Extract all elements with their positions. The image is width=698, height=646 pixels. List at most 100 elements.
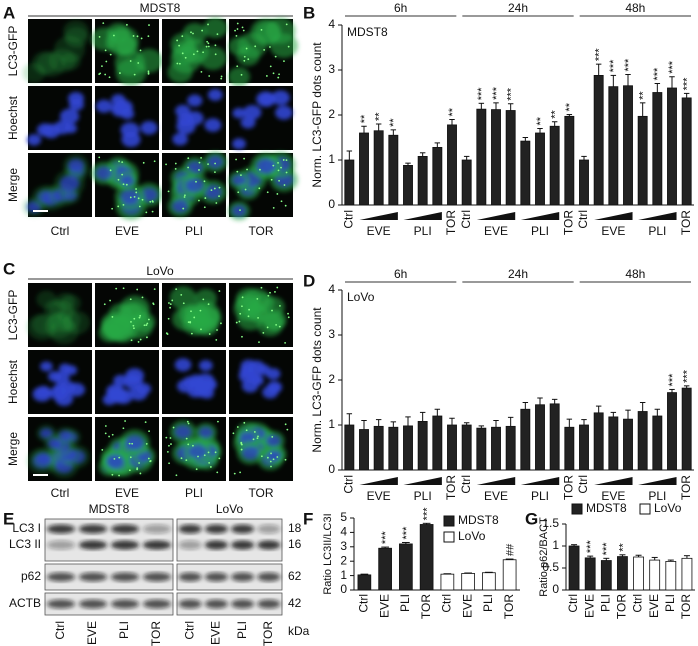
gfp-dot <box>175 288 178 291</box>
micrograph <box>229 350 293 414</box>
cytoplasm <box>183 305 212 330</box>
x-tick-label: TOR <box>562 210 576 235</box>
band <box>110 572 140 582</box>
gfp-dot <box>141 296 144 299</box>
gfp-dot <box>167 190 170 193</box>
micrograph <box>28 350 92 414</box>
y-axis-label: Norm. LC3-GFP dots count <box>310 42 324 188</box>
gfp-dot <box>214 53 217 56</box>
bar <box>637 115 648 206</box>
lane-label: PLI <box>117 621 131 639</box>
nucleus <box>59 175 80 192</box>
band <box>178 599 202 609</box>
legend-label: MDST8 <box>586 501 627 515</box>
bar <box>432 415 443 471</box>
significance: ** <box>617 543 629 552</box>
bar <box>491 426 501 471</box>
column-label: PLI <box>185 224 203 238</box>
gfp-dot <box>244 188 247 191</box>
dose-wedge <box>594 212 633 220</box>
y-tick-label: 0 <box>328 462 335 476</box>
legend-swatch <box>443 531 455 543</box>
y-tick-label: 2 <box>328 107 335 121</box>
gfp-dot <box>192 444 194 447</box>
gfp-dot <box>203 180 206 183</box>
gfp-dot <box>236 65 239 68</box>
band <box>46 540 76 550</box>
gfp-dot <box>147 318 150 321</box>
panel-label: B <box>303 3 315 22</box>
x-tick-label: TOR <box>615 594 629 619</box>
dose-wedge <box>520 477 560 485</box>
cells <box>167 17 228 84</box>
gfp-dot <box>243 55 246 58</box>
significance: ** <box>550 109 562 118</box>
significance: *** <box>491 86 503 100</box>
nucleus <box>26 134 42 146</box>
gfp-dot <box>101 448 104 451</box>
x-tick-label: TOR <box>419 594 433 619</box>
x-tick-label: EVE <box>484 489 508 503</box>
gfp-dot <box>104 49 107 52</box>
panel-label: E <box>3 509 14 528</box>
nucleus <box>174 358 192 372</box>
gfp-dot <box>136 288 139 291</box>
band <box>231 540 255 550</box>
gfp-dot <box>118 474 120 477</box>
x-tick-label: PLI <box>481 594 495 612</box>
gfp-dot <box>108 76 111 79</box>
bar <box>584 557 596 591</box>
gfp-dot <box>181 52 184 55</box>
gfp-dot <box>207 303 210 306</box>
x-tick-label: Ctrl <box>342 475 356 494</box>
nucleus <box>207 155 223 168</box>
band <box>46 599 76 609</box>
band <box>110 599 140 609</box>
y-tick-label: 4 <box>328 282 335 296</box>
band <box>142 572 172 582</box>
micrograph <box>22 153 92 217</box>
bar <box>373 130 384 206</box>
micrograph <box>22 19 92 83</box>
panel-label: D <box>303 271 315 290</box>
gfp-dot <box>218 195 220 198</box>
gfp-dot <box>276 456 279 458</box>
gfp-dot <box>125 183 128 186</box>
group-label: 48h <box>625 1 645 15</box>
gfp-dot <box>138 462 140 464</box>
x-tick-label: TOR <box>444 475 458 500</box>
gfp-dot <box>257 435 259 438</box>
x-tick-label: TOR <box>444 210 458 235</box>
gfp-dot <box>286 428 289 431</box>
nucleus <box>266 435 281 447</box>
panel-label: F <box>303 509 313 528</box>
gfp-dot <box>121 173 124 176</box>
gfp-dot <box>269 460 272 463</box>
x-tick-label: Ctrl <box>459 475 473 494</box>
gfp-dot <box>248 308 251 311</box>
band <box>204 599 228 609</box>
micrograph <box>229 417 293 481</box>
gfp-dot <box>187 166 190 169</box>
gfp-dot <box>152 303 155 306</box>
gfp-dot <box>200 156 202 159</box>
gfp-dot <box>122 287 125 290</box>
lane-label: Ctrl <box>53 621 67 640</box>
nucleus <box>241 446 259 460</box>
gfp-dot <box>257 316 259 319</box>
x-tick-label: PLI <box>598 594 612 612</box>
micrograph <box>162 17 228 84</box>
panel-title: MDST8 <box>140 1 181 15</box>
gfp-dot <box>146 322 149 325</box>
bar <box>447 124 457 206</box>
nucleus <box>256 158 276 174</box>
gfp-dot <box>214 171 216 174</box>
gfp-dot <box>109 299 111 302</box>
gfp-dot <box>109 169 112 172</box>
gfp-dot <box>258 341 260 344</box>
gfp-dot <box>240 73 243 76</box>
gfp-dot <box>239 312 242 315</box>
nucleus <box>106 454 124 469</box>
x-tick-label: EVE <box>367 224 391 238</box>
gfp-dot <box>137 197 140 200</box>
